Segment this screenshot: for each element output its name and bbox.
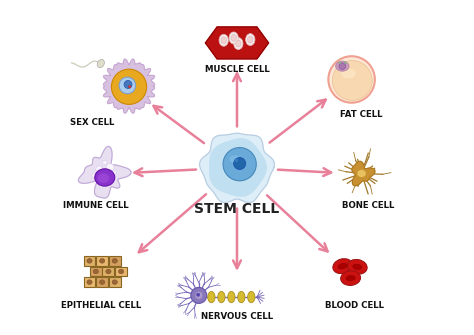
Ellipse shape	[231, 35, 237, 41]
Ellipse shape	[341, 271, 361, 285]
Polygon shape	[352, 161, 375, 186]
Bar	[90, 267, 102, 276]
Bar	[83, 277, 95, 287]
Ellipse shape	[100, 280, 105, 284]
Circle shape	[195, 291, 203, 299]
Circle shape	[112, 170, 117, 175]
Circle shape	[234, 157, 246, 170]
Circle shape	[111, 69, 146, 105]
Circle shape	[128, 85, 131, 88]
Polygon shape	[103, 59, 155, 113]
Circle shape	[234, 158, 238, 162]
Ellipse shape	[87, 259, 92, 263]
Ellipse shape	[97, 59, 104, 68]
Ellipse shape	[353, 264, 362, 270]
Ellipse shape	[208, 291, 215, 303]
Circle shape	[96, 166, 102, 173]
Circle shape	[196, 293, 200, 296]
Circle shape	[98, 178, 103, 184]
Text: SEX CELL: SEX CELL	[70, 118, 115, 127]
Ellipse shape	[247, 36, 253, 43]
Ellipse shape	[218, 291, 225, 303]
Ellipse shape	[346, 275, 355, 281]
Circle shape	[332, 61, 372, 100]
Bar	[83, 256, 95, 266]
Ellipse shape	[229, 32, 238, 44]
Circle shape	[124, 80, 132, 88]
Ellipse shape	[341, 68, 356, 78]
Text: BONE CELL: BONE CELL	[342, 201, 394, 210]
Ellipse shape	[95, 169, 115, 186]
Text: EPITHELIAL CELL: EPITHELIAL CELL	[61, 301, 141, 310]
Ellipse shape	[106, 269, 111, 274]
Bar	[96, 277, 108, 287]
Text: FAT CELL: FAT CELL	[340, 110, 383, 119]
Ellipse shape	[93, 269, 99, 274]
Polygon shape	[205, 27, 269, 59]
Circle shape	[345, 62, 346, 64]
Ellipse shape	[219, 34, 228, 46]
Text: BLOOD CELL: BLOOD CELL	[326, 301, 384, 310]
Text: MUSCLE CELL: MUSCLE CELL	[205, 65, 269, 74]
Circle shape	[109, 175, 114, 181]
Ellipse shape	[236, 40, 241, 47]
Text: IMMUNE CELL: IMMUNE CELL	[63, 201, 128, 210]
Circle shape	[102, 160, 107, 165]
Ellipse shape	[234, 38, 243, 50]
Bar	[109, 256, 121, 266]
Ellipse shape	[112, 259, 118, 263]
Ellipse shape	[98, 173, 109, 183]
Circle shape	[119, 77, 136, 94]
Ellipse shape	[338, 263, 347, 269]
Ellipse shape	[119, 77, 132, 87]
Bar	[96, 256, 108, 266]
Ellipse shape	[221, 37, 227, 44]
Polygon shape	[210, 139, 266, 196]
Circle shape	[92, 174, 97, 178]
Ellipse shape	[246, 34, 255, 46]
Ellipse shape	[336, 61, 349, 71]
Polygon shape	[200, 133, 274, 202]
Circle shape	[328, 56, 375, 103]
Ellipse shape	[228, 291, 235, 303]
Circle shape	[339, 63, 346, 69]
Ellipse shape	[100, 259, 105, 263]
Text: STEM CELL: STEM CELL	[194, 202, 280, 216]
Polygon shape	[78, 146, 131, 198]
Ellipse shape	[118, 269, 124, 274]
Text: NERVOUS CELL: NERVOUS CELL	[201, 312, 273, 321]
Circle shape	[191, 287, 207, 304]
Ellipse shape	[237, 291, 245, 303]
Ellipse shape	[357, 170, 366, 178]
Circle shape	[339, 62, 341, 64]
Bar	[102, 267, 114, 276]
Bar	[109, 277, 121, 287]
Ellipse shape	[229, 155, 241, 163]
Ellipse shape	[347, 259, 367, 274]
Circle shape	[223, 147, 256, 181]
Ellipse shape	[112, 280, 118, 284]
Ellipse shape	[333, 259, 353, 274]
Bar	[115, 267, 127, 276]
Circle shape	[106, 163, 114, 172]
Ellipse shape	[87, 280, 92, 284]
Ellipse shape	[247, 291, 255, 303]
